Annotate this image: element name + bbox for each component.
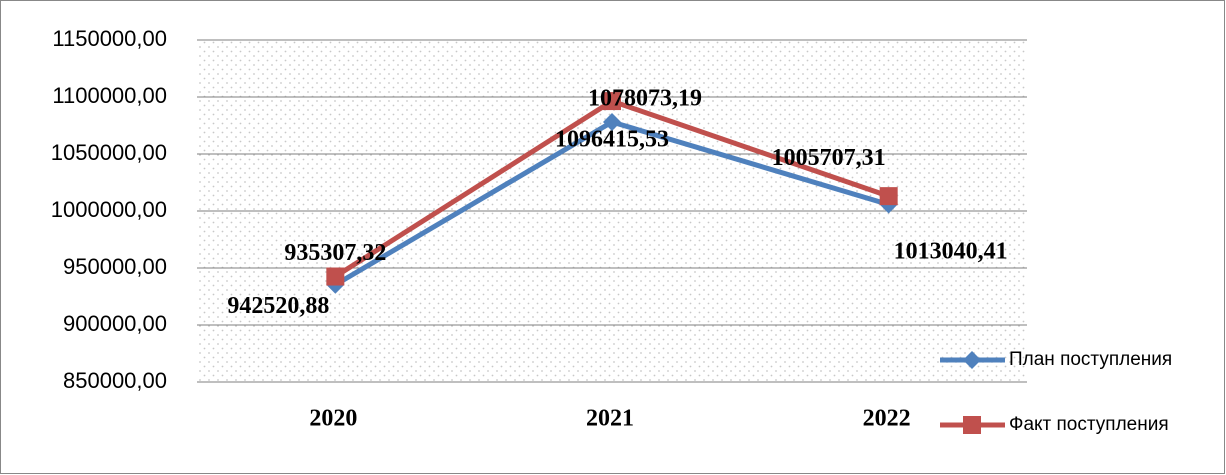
x-tick-label: 2021 — [586, 406, 634, 432]
data-label: 942520,88 — [227, 293, 329, 319]
y-tick-label: 950000,00 — [63, 254, 167, 279]
marker — [879, 187, 898, 206]
x-tick-label: 2020 — [309, 406, 357, 432]
x-tick-label: 2022 — [863, 406, 911, 432]
legend-label: Факт поступления — [1009, 414, 1169, 435]
data-label: 1096415,53 — [555, 127, 669, 153]
marker — [963, 351, 981, 369]
data-label: 1078073,19 — [588, 85, 702, 111]
marker — [963, 416, 981, 434]
marker — [603, 92, 621, 111]
y-tick-label: 1050000,00 — [51, 140, 167, 165]
data-label: 935307,32 — [284, 240, 386, 266]
y-tick-label: 850000,00 — [63, 368, 167, 393]
legend-label: План поступления — [1009, 349, 1172, 370]
y-tick-label: 900000,00 — [63, 311, 167, 336]
y-tick-label: 1100000,00 — [52, 83, 167, 108]
marker — [326, 267, 345, 286]
data-label: 1005707,31 — [772, 145, 886, 171]
y-tick-label: 1150000,00 — [52, 26, 167, 51]
y-tick-label: 1000000,00 — [51, 197, 167, 222]
data-label: 1013040,41 — [894, 239, 1008, 265]
marker — [603, 112, 621, 131]
